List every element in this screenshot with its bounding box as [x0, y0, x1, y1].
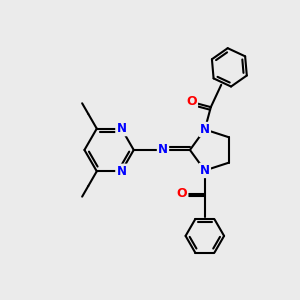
Text: N: N	[158, 143, 168, 157]
Text: N: N	[116, 122, 126, 135]
Text: O: O	[186, 95, 197, 109]
Text: N: N	[200, 164, 210, 177]
Text: O: O	[176, 187, 187, 200]
Text: N: N	[116, 165, 126, 178]
Text: N: N	[200, 123, 210, 136]
